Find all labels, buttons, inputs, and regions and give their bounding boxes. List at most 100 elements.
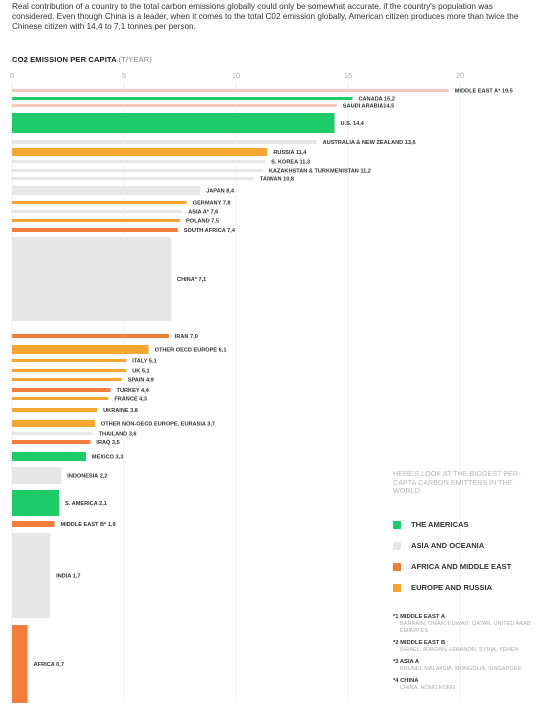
- bar: [12, 97, 353, 100]
- bar: [12, 359, 127, 362]
- bar-label: S. AMERICA 2,1: [65, 501, 107, 507]
- legend-swatch-europe: [393, 583, 401, 592]
- chart-title-text: CO2 EMISSION PER CAPITA: [12, 55, 117, 64]
- bar-label: INDONESIA 2,2: [67, 474, 107, 480]
- bar: [12, 467, 62, 484]
- bar: [12, 533, 51, 618]
- footnote-title: *2 MIDDLE EAST B: [393, 640, 446, 646]
- bar-label: SPAIN 4,9: [128, 378, 154, 384]
- bar: [12, 89, 449, 92]
- bar-label: FRANCE 4,3: [114, 397, 147, 403]
- bar-label: KAZAKHSTAN & TURKMENISTAN 11,2: [269, 169, 371, 175]
- legend-swatch-africa: [393, 562, 401, 571]
- legend-item-americas: THE AMERICAS: [393, 514, 543, 535]
- bar-label: IRAQ 3,5: [96, 440, 119, 446]
- footnote-text: CHINA, HONG KONG: [400, 685, 456, 691]
- legend-label-asia: ASIA AND OCEANIA: [411, 541, 485, 550]
- chart-unit: (T/YEAR): [118, 55, 152, 64]
- bar-label: CHINA* 7,1: [177, 277, 206, 283]
- bar-label: SAUDI ARABIA14,5: [343, 104, 394, 110]
- legend-swatch-asia: [393, 541, 401, 550]
- chart-bars: [12, 89, 449, 703]
- bar: [12, 420, 95, 427]
- bar: [12, 113, 335, 133]
- bar: [12, 490, 60, 516]
- bar: [12, 169, 263, 172]
- bar: [12, 334, 169, 338]
- bar: [12, 140, 317, 144]
- bar-label: OTHER NON-OECD EUROPE, EURASIA 3,7: [101, 422, 215, 428]
- bar: [12, 625, 28, 703]
- legend-swatch-americas: [393, 520, 401, 529]
- bar-label: UK 5,1: [132, 369, 149, 375]
- footnote-text: BRUNEI, MALAYSIA, MONGOLIA, SINGAPORE: [400, 666, 522, 672]
- footnote-middle-east-b: *2 MIDDLE EAST B ISRAEL, JORDAN, LEBANON…: [393, 640, 543, 654]
- bar-label: GERMANY 7,8: [193, 201, 231, 207]
- bar: [12, 397, 109, 400]
- legend: THE AMERICAS ASIA AND OCEANIA AFRICA AND…: [393, 514, 543, 598]
- x-tick-label: 15: [344, 71, 352, 80]
- footnote-title: *3 ASIA A: [393, 659, 420, 665]
- intro-text: Real contribution of a country to the to…: [12, 2, 519, 31]
- chart-gridlines: [11, 82, 461, 703]
- bar-label: JAPAN 8,4: [206, 189, 235, 195]
- bar: [12, 345, 149, 354]
- bar: [12, 440, 91, 444]
- bar-label: MIDDLE EAST B* 1,9: [61, 522, 116, 528]
- x-tick-label: 0: [10, 71, 14, 80]
- bar: [12, 237, 172, 321]
- bar: [12, 228, 178, 232]
- bar: [12, 201, 187, 204]
- bar-label: RUSSIA 11,4: [273, 150, 307, 156]
- bar-label: AFRICA 0,7: [34, 662, 64, 668]
- bar-label: OTHER OECD EUROPE 6,1: [155, 348, 227, 354]
- bar: [12, 432, 93, 435]
- bar: [12, 210, 183, 213]
- legend-item-africa: AFRICA AND MIDDLE EAST: [393, 556, 543, 577]
- footnote-text: BAHRAIN, OMAN, KUWAIT, QATAR, UNITED ARA…: [400, 621, 531, 634]
- legend-label-europe: EUROPE AND RUSSIA: [411, 583, 493, 592]
- footnotes: *1 MIDDLE EAST A BAHRAIN, OMAN, KUWAIT, …: [393, 614, 543, 697]
- legend-label-africa: AFRICA AND MIDDLE EAST: [411, 562, 512, 571]
- bar-label: ITALY 5,1: [132, 359, 156, 365]
- bar: [12, 177, 254, 180]
- bar: [12, 160, 266, 163]
- bar-label: TAIWAN 10,8: [260, 177, 294, 183]
- x-tick-label: 10: [232, 71, 240, 80]
- chart-title: CO2 EMISSION PER CAPITA (T/YEAR): [12, 55, 152, 64]
- legend-label-americas: THE AMERICAS: [411, 520, 469, 529]
- bar-label: INDIA 1,7: [56, 574, 80, 580]
- bar-label: MEXICO 3,3: [92, 455, 123, 461]
- footnote-asia-a: *3 ASIA A BRUNEI, MALAYSIA, MONGOLIA, SI…: [393, 659, 543, 673]
- legend-heading: HERE'S LOOK AT THE BIGGEST PER-CAPTA CAR…: [393, 469, 521, 496]
- footnote-text: ISRAEL, JORDAN, LEBANON, SYRIA, YEMEN: [400, 647, 519, 653]
- bar-label: UKRAINE 3,8: [103, 408, 138, 414]
- x-tick-label: 20: [456, 71, 464, 80]
- x-axis-ticks: 0 5 10 15 20: [10, 71, 464, 80]
- bar-label: CANADA 15,2: [358, 97, 394, 103]
- bar: [12, 452, 86, 461]
- bar-label: S. KOREA 11,3: [271, 160, 310, 166]
- bar-label: SOUTH AFRICA 7,4: [184, 228, 236, 234]
- bar: [12, 388, 111, 392]
- bar: [12, 148, 268, 156]
- footnote-china: *4 CHINA CHINA, HONG KONG: [393, 678, 543, 692]
- bar-label: AUSTRALIA & NEW ZEALAND 13,6: [323, 140, 416, 146]
- legend-item-asia: ASIA AND OCEANIA: [393, 535, 543, 556]
- bar-label: THAILAND 3,6: [99, 432, 137, 438]
- bar: [12, 521, 55, 527]
- bar: [12, 186, 201, 195]
- bar-label: ASIA A* 7,6: [188, 210, 218, 216]
- bar-label: MIDDLE EAST A* 19,5: [455, 89, 513, 95]
- footnote-title: *1 MIDDLE EAST A: [393, 614, 445, 620]
- bar: [12, 104, 337, 107]
- bar-label: IRAN 7,0: [175, 334, 198, 340]
- bar-label: TURKEY 4,4: [117, 388, 150, 394]
- footnote-title: *4 CHINA: [393, 678, 419, 684]
- legend-item-europe: EUROPE AND RUSSIA: [393, 577, 543, 598]
- x-tick-label: 5: [122, 71, 126, 80]
- bar: [12, 219, 180, 222]
- bar-label: U.S. 14,4: [341, 121, 365, 127]
